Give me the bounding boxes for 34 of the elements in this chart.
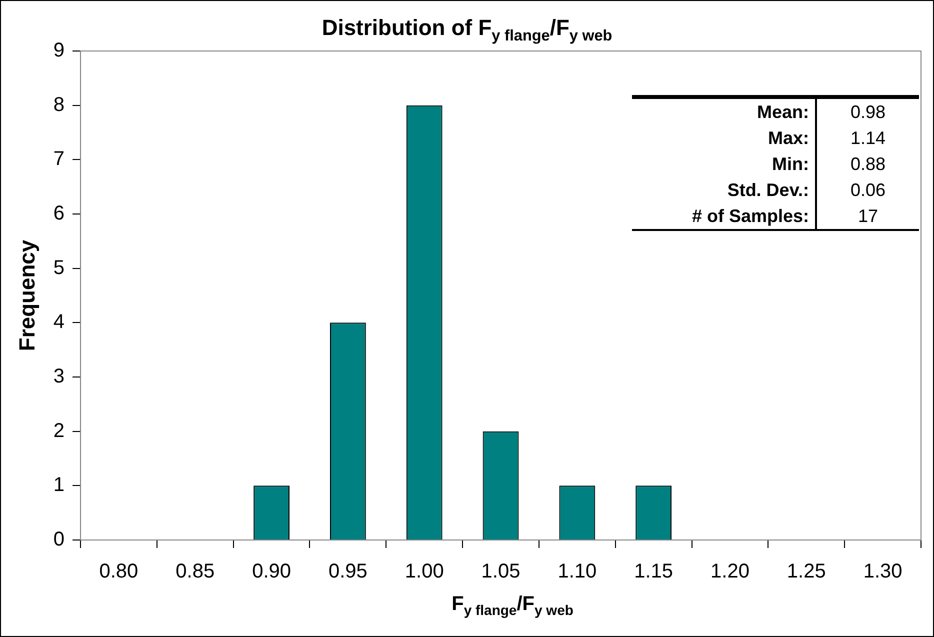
annotation: # of Samples: [632,203,816,230]
y-tick-label: 3 [53,366,65,388]
x-axis-title: F$_{y flange}$/F$_{y web}$ [450,593,574,618]
annotation: 17 [856,205,880,228]
annotation: Min: [632,151,816,177]
x-tick-label: 1.25 [786,560,826,583]
annotation: 1.14 [849,127,887,150]
x-tick-label: 0.80 [99,560,138,583]
annotation: Std. Dev.: [632,177,816,203]
annotation: 0.98 [849,101,887,124]
y-axis-title: Frequency [14,239,40,352]
y-tick-label: 1 [53,474,65,496]
chart-title: Distribution of F$_{y flange}$/F$_{y web}$ [322,15,612,44]
x-tick-label: 1.10 [558,560,597,583]
x-tick-label: 0.95 [328,560,368,583]
annotation: 0.88 [849,153,887,176]
y-tick-label: 2 [53,420,65,442]
y-tick-label: 9 [53,40,65,62]
x-tick-label: 0.85 [176,560,215,583]
annotation: Max: [632,125,816,151]
annotation: Mean: [632,97,816,125]
x-tick-label: 1.05 [481,560,520,583]
y-tick-label: 5 [53,256,65,279]
y-tick-label: 0 [53,528,65,551]
x-tick-label: 0.90 [252,560,292,583]
x-tick-label: 1.30 [863,560,902,583]
y-tick-label: 8 [53,94,65,116]
y-tick-label: 7 [53,148,65,170]
y-tick-label: 6 [53,202,65,225]
x-tick-label: 1.15 [634,560,674,583]
annotation: 0.06 [849,179,887,202]
x-tick-label: 1.20 [710,560,750,583]
y-tick-label: 4 [53,311,65,334]
x-tick-label: 1.00 [404,560,444,583]
